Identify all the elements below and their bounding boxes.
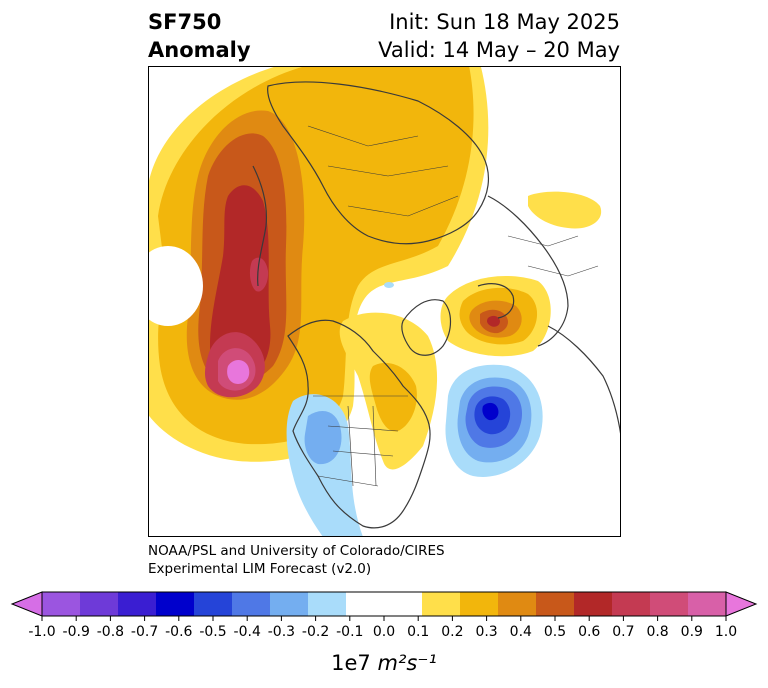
colorbar-tick-label: 0.4 xyxy=(510,624,532,640)
colorbar-segment xyxy=(308,592,347,616)
colorbar-segment xyxy=(688,592,727,616)
anomaly-fill-0.5b xyxy=(249,257,269,292)
colorbar-tick-label: 0.1 xyxy=(407,624,429,640)
anomaly-fill-0.5 xyxy=(210,185,271,382)
colorbar-segment xyxy=(574,592,613,616)
border-us-mexico xyxy=(317,475,379,487)
border-asia-1 xyxy=(307,125,419,147)
colorbar-tick-label: 0.0 xyxy=(373,624,395,640)
border-states-1 xyxy=(327,425,399,432)
colorbar-tick-label: 0.3 xyxy=(475,624,497,640)
colorbar-segment xyxy=(536,592,575,616)
colorbar-segment xyxy=(650,592,689,616)
coastline-alaska xyxy=(252,165,268,287)
colorbar-tick-label: -0.8 xyxy=(97,624,124,640)
credit-line-2: Experimental LIM Forecast (v2.0) xyxy=(148,561,372,577)
coastline-north-america xyxy=(287,319,431,529)
title-variable: SF750 xyxy=(148,10,222,34)
colorbar-tick-label: -0.5 xyxy=(199,624,226,640)
colorbar-tick-label: -0.9 xyxy=(63,624,90,640)
anomaly-fill-neg-0.2-us xyxy=(304,411,342,465)
border-states-3 xyxy=(347,405,354,487)
colorbar-segment xyxy=(118,592,157,616)
anomaly-map xyxy=(148,66,621,537)
credit-text: NOAA/PSL and University of Colorado/CIRE… xyxy=(148,542,445,578)
coastline-greenland xyxy=(401,299,452,356)
coastline-scandinavia xyxy=(477,283,515,319)
colorbar-segment xyxy=(460,592,499,616)
colorbar-segment xyxy=(80,592,119,616)
colorbar-segment xyxy=(232,592,271,616)
coastline-group xyxy=(252,81,621,529)
colorbar-tick-label: 1.0 xyxy=(715,624,737,640)
anomaly-fill-0.1-europe xyxy=(528,191,602,229)
coastline-africa-edge xyxy=(547,325,621,437)
colorbar-tick-label: -0.4 xyxy=(234,624,261,640)
colorbar-tick-label: 0.2 xyxy=(441,624,463,640)
borders-group xyxy=(307,125,599,487)
border-states-2 xyxy=(332,450,394,457)
anomaly-fill-0.2-central xyxy=(369,362,417,432)
colorbar-tick-label: 0.8 xyxy=(646,624,668,640)
border-asia-2 xyxy=(327,165,449,177)
anomaly-fill-neg-0.6 xyxy=(482,402,499,421)
colorbar-ticks: -1.0 -0.9 -0.8 -0.7 -0.6 -0.5 -0.4 -0.3 -0.2 -0.1… xyxy=(28,616,737,640)
colorbar: -1.0 -0.9 -0.8 -0.7 -0.6 -0.5 -0.4 -0.3 -0.2 -0.1… xyxy=(10,591,758,675)
colorbar-tick-label: -1.0 xyxy=(28,624,55,640)
colorbar-tick-label: 0.6 xyxy=(578,624,600,640)
colorbar-tick-label: -0.2 xyxy=(302,624,329,640)
colorbar-tick-label: -0.1 xyxy=(336,624,363,640)
border-europe-1 xyxy=(507,235,579,247)
anomaly-fill-0.5-atlantic xyxy=(487,315,500,327)
colorbar-segment xyxy=(42,592,81,616)
anomaly-fill-neg-0.1-us xyxy=(286,394,363,537)
colorbar-segment xyxy=(384,592,423,616)
anomaly-fill-0.9 xyxy=(227,360,250,384)
colorbar-segment xyxy=(194,592,233,616)
anomaly-fill-neg-0.1-greenland xyxy=(384,282,394,288)
credit-line-1: NOAA/PSL and University of Colorado/CIRE… xyxy=(148,543,445,559)
title-anomaly: Anomaly xyxy=(148,38,251,62)
border-asia-3 xyxy=(347,195,459,217)
colorbar-tick-label: -0.7 xyxy=(131,624,158,640)
map-frame xyxy=(148,66,621,537)
colorbar-segment xyxy=(498,592,537,616)
colorbar-tick-label: 0.5 xyxy=(544,624,566,640)
init-date: Init: Sun 18 May 2025 xyxy=(389,10,620,34)
colorbar-extend-high xyxy=(725,591,758,617)
neutral-zone-west xyxy=(148,246,203,326)
map-title: SF750 Anomaly xyxy=(148,8,251,64)
colorbar-tick-label: 0.7 xyxy=(612,624,634,640)
colorbar-segment xyxy=(270,592,309,616)
colorbar-extend-low xyxy=(10,591,43,617)
colorbar-tick-label: -0.3 xyxy=(268,624,295,640)
valid-range: Valid: 14 May – 20 May xyxy=(378,38,620,62)
colorbar-segment xyxy=(422,592,461,616)
colorbar-segments xyxy=(10,591,758,617)
colorbar-segment xyxy=(156,592,195,616)
border-states-4 xyxy=(372,405,377,487)
colorbar-tick-label: -0.6 xyxy=(165,624,192,640)
colorbar-segment xyxy=(612,592,651,616)
border-europe-2 xyxy=(527,265,599,277)
colorbar-unit: 1e7 m²s⁻¹ xyxy=(331,651,437,675)
colorbar-tick-label: 0.9 xyxy=(681,624,703,640)
coastline-europe xyxy=(487,195,569,347)
coastline-eurasia xyxy=(267,81,490,245)
map-dates: Init: Sun 18 May 2025 Valid: 14 May – 20… xyxy=(378,8,620,64)
colorbar-segment xyxy=(346,592,385,616)
